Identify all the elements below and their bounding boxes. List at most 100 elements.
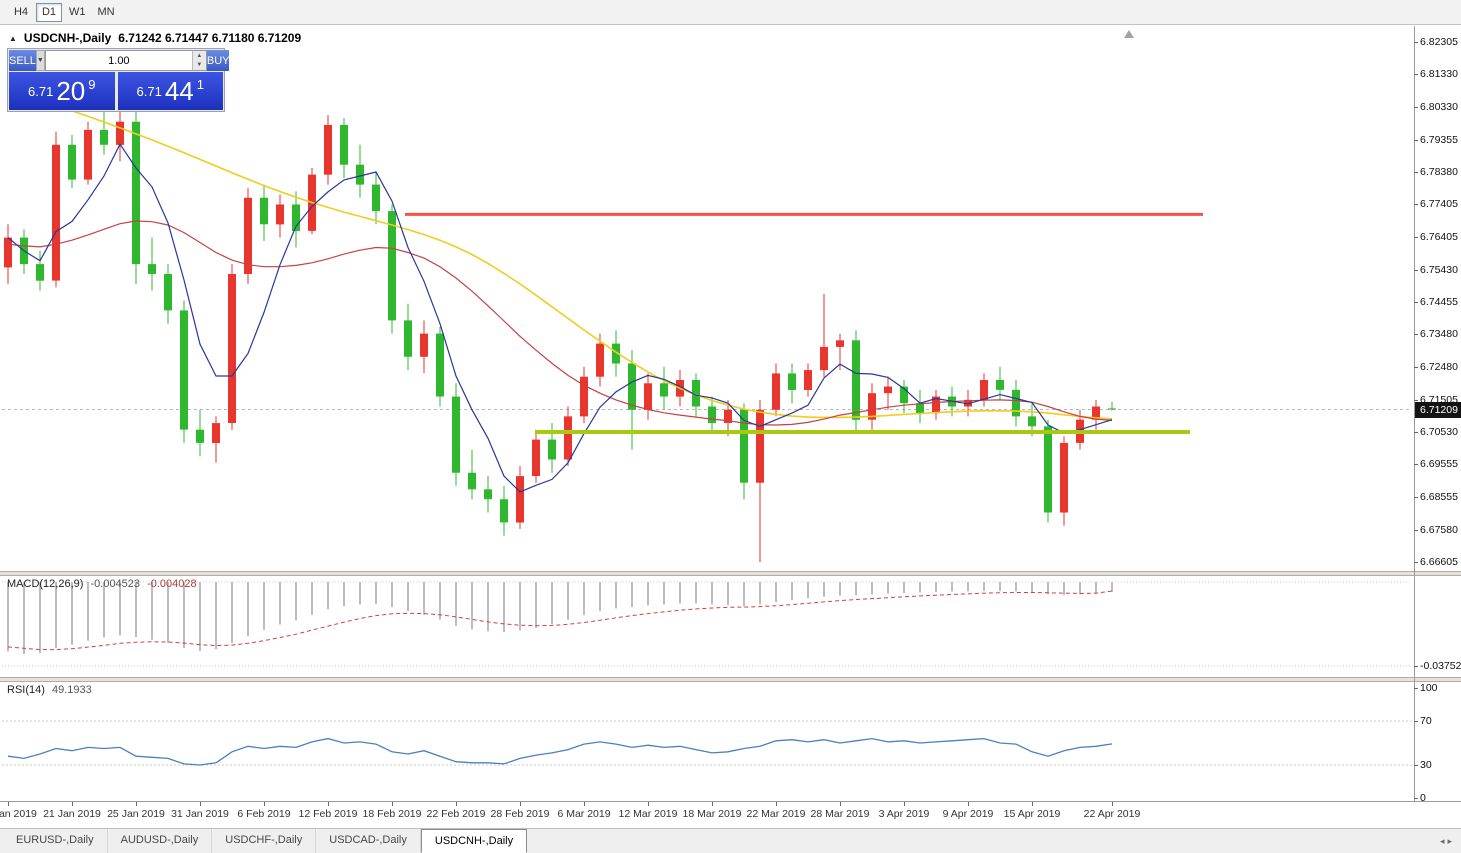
- date-axis-label: 25 Jan 2019: [107, 808, 165, 820]
- price-axis-label: 6.80330: [1420, 101, 1458, 114]
- date-axis-label: 28 Feb 2019: [490, 808, 550, 820]
- chart-tab-usdchf-daily[interactable]: USDCHF-,Daily: [212, 829, 317, 853]
- one-click-toggle-icon[interactable]: ▲: [9, 33, 17, 43]
- volume-dropdown-icon[interactable]: ▼: [35, 50, 45, 71]
- volume-decrease-icon[interactable]: ▼: [192, 60, 206, 70]
- price-axis-label: 6.66605: [1420, 556, 1458, 568]
- date-axis-tick: [1032, 802, 1033, 806]
- date-axis-label: 18 Mar 2019: [682, 808, 742, 820]
- chart-shift-marker[interactable]: [1124, 30, 1134, 38]
- date-axis-tick: [392, 802, 393, 806]
- price-axis-label: 6.68555: [1420, 491, 1458, 504]
- price-axis-label: 6.75430: [1420, 263, 1458, 276]
- current-price-tag: 6.71209: [1415, 402, 1461, 418]
- chart-tab-usdcad-daily[interactable]: USDCAD-,Daily: [316, 829, 421, 853]
- price-axis-label-tick: [1414, 269, 1418, 271]
- sell-button[interactable]: SELL: [9, 50, 36, 71]
- rsi-axis-label: 0: [1420, 792, 1426, 804]
- date-axis-tick: [648, 802, 649, 806]
- rsi-name: RSI(14): [7, 684, 45, 696]
- rsi-axis-label-tick: [1414, 765, 1418, 766]
- volume-field-wrap: ▲ ▼: [44, 50, 207, 71]
- date-axis-tick: [136, 802, 137, 806]
- chart-tab-strip: EURUSD-,Daily AUDUSD-,Daily USDCHF-,Daily U…: [0, 829, 1461, 853]
- price-axis-label-tick: [1414, 529, 1418, 531]
- buy-price-button[interactable]: 6.71 44 1: [117, 72, 223, 110]
- one-click-trading-panel: SELL ▼ ▲ ▼ BUY 6.71 20 9 6.71 44 1: [7, 48, 230, 112]
- pane-splitter-macd[interactable]: [0, 571, 1461, 576]
- macd-axis-label-tick: [1414, 666, 1418, 667]
- price-axis-label: 6.69555: [1420, 458, 1458, 471]
- date-axis-tick: [200, 802, 201, 806]
- date-axis-tick: [456, 802, 457, 806]
- date-axis-label: 3 Apr 2019: [878, 808, 930, 820]
- price-axis-label: 6.81330: [1420, 68, 1458, 81]
- sell-price-prefix: 6.71: [28, 83, 54, 99]
- date-axis-label: 22 Apr 2019: [1083, 808, 1141, 820]
- date-axis-tick: [520, 802, 521, 806]
- price-axis-label-tick: [1414, 367, 1418, 369]
- buy-button[interactable]: BUY: [206, 50, 230, 71]
- price-axis-label-tick: [1414, 139, 1418, 141]
- price-axis-label-tick: [1414, 562, 1418, 563]
- price-axis-label: 6.72480: [1420, 361, 1458, 374]
- price-axis-label: 6.77405: [1420, 198, 1458, 211]
- volume-input[interactable]: [45, 51, 192, 70]
- date-axis-tick: [264, 802, 265, 806]
- price-axis-label-tick: [1414, 399, 1418, 401]
- chart-tab-eurusd-daily[interactable]: EURUSD-,Daily: [3, 829, 108, 853]
- sell-price-button[interactable]: 6.71 20 9: [9, 72, 115, 110]
- timeframe-button-d1[interactable]: D1: [36, 2, 62, 22]
- sell-price-main: 20: [56, 76, 86, 106]
- price-axis-label-tick: [1414, 464, 1418, 466]
- macd-indicator-label: MACD(12,26,9) -0.004523 -0.004028: [7, 578, 197, 590]
- chart-tab-usdcnh-daily[interactable]: USDCNH-,Daily: [420, 829, 528, 853]
- date-axis-label: 21 Jan 2019: [43, 808, 101, 820]
- date-axis-label: 22 Mar 2019: [746, 808, 806, 820]
- price-axis-label-tick: [1414, 172, 1418, 173]
- chart-tab-bar: EURUSD-,Daily AUDUSD-,Daily USDCHF-,Daily U…: [0, 828, 1461, 853]
- pane-splitter-rsi[interactable]: [0, 677, 1461, 682]
- price-axis-label-tick: [1414, 432, 1418, 433]
- date-axis-label: 31 Jan 2019: [171, 808, 229, 820]
- rsi-axis-label: 100: [1420, 682, 1438, 694]
- price-axis-label-tick: [1414, 302, 1418, 303]
- sell-price-pip: 9: [88, 77, 96, 92]
- timeframe-button-mn[interactable]: MN: [93, 3, 120, 22]
- rsi-value: 49.1933: [51, 684, 92, 696]
- timeframe-button-w1[interactable]: W1: [64, 3, 91, 22]
- timeframe-button-h4[interactable]: H4: [8, 3, 34, 22]
- price-axis-label-tick: [1414, 497, 1418, 499]
- date-axis-tick: [904, 802, 905, 806]
- macd-indicator-pane[interactable]: [0, 576, 1461, 677]
- date-axis-tick: [8, 802, 9, 806]
- timeframe-toolbar: H4 D1 W1 MN: [0, 0, 1461, 25]
- price-axis-label-tick: [1414, 204, 1418, 206]
- price-axis-label: 6.74455: [1420, 296, 1458, 308]
- price-axis-label-tick: [1414, 237, 1418, 239]
- timeframe-button-group: H4 D1 W1 MN: [8, 2, 120, 22]
- price-axis-label: 6.73480: [1420, 328, 1458, 341]
- date-axis-tick: [1112, 802, 1113, 806]
- volume-stepper: ▲ ▼: [191, 51, 206, 70]
- price-axis-label-tick: [1414, 74, 1418, 76]
- date-axis-tick: [712, 802, 713, 806]
- buy-price-prefix: 6.71: [136, 83, 162, 99]
- tab-scroll-arrows[interactable]: ◂▸: [1439, 836, 1455, 846]
- macd-main-value: -0.004523: [90, 578, 141, 590]
- date-axis-tick: [840, 802, 841, 806]
- date-axis-label: 15 Jan 2019: [0, 808, 37, 820]
- rsi-axis-label-tick: [1414, 721, 1418, 722]
- rsi-indicator-pane[interactable]: [0, 682, 1461, 800]
- date-axis-label: 6 Feb 2019: [237, 808, 291, 820]
- date-axis[interactable]: 15 Jan 2019 21 Jan 2019 25 Jan 2019 31 Jan …: [0, 801, 1461, 827]
- date-axis-tick: [776, 802, 777, 806]
- rsi-axis-label: 30: [1420, 759, 1432, 771]
- date-axis-tick: [72, 802, 73, 806]
- price-axis-label-tick: [1414, 107, 1418, 109]
- macd-axis-label: -0.03752: [1420, 660, 1461, 672]
- chart-tab-audusd-daily[interactable]: AUDUSD-,Daily: [108, 829, 213, 853]
- price-axis[interactable]: 6.82305 6.81330 6.80330 6.79355 6.78380 6.774…: [1414, 0, 1461, 853]
- volume-increase-icon[interactable]: ▲: [192, 51, 206, 61]
- buy-price-main: 44: [164, 76, 194, 106]
